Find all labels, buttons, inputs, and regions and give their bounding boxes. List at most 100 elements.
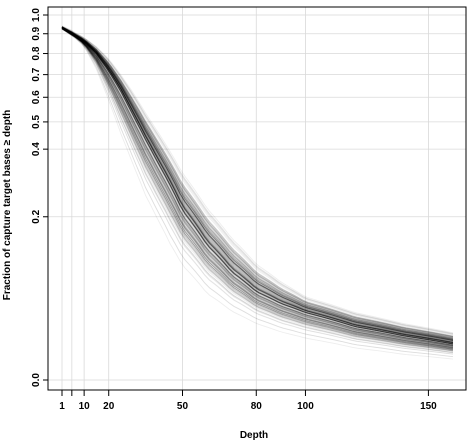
coverage-curve [61, 26, 454, 340]
coverage-curve [61, 27, 454, 342]
coverage-curve [61, 28, 454, 350]
coverage-curve [61, 26, 454, 339]
coverage-curve [61, 27, 454, 345]
coverage-curve [61, 28, 454, 352]
y-tick-label: 0.9 [31, 26, 42, 40]
coverage-curve [61, 28, 454, 343]
coverage-curve [61, 27, 454, 341]
coverage-curve [61, 28, 454, 348]
coverage-curve [61, 26, 454, 345]
coverage-curve [61, 28, 454, 346]
coverage-curve [61, 26, 454, 345]
coverage-curve [61, 28, 454, 341]
coverage-curve [61, 28, 454, 341]
coverage-curve [61, 27, 454, 340]
coverage-curve [61, 27, 454, 350]
coverage-curve [61, 28, 454, 343]
coverage-curve [61, 27, 454, 340]
coverage-curve [61, 28, 454, 349]
coverage-curve [61, 27, 454, 344]
coverage-curve [61, 27, 454, 345]
x-tick-label: 1 [59, 401, 65, 412]
coverage-curve [61, 27, 454, 351]
coverage-curve [61, 26, 454, 358]
coverage-curve [61, 27, 454, 340]
coverage-curve [61, 26, 454, 337]
coverage-curve [61, 28, 454, 347]
coverage-curve [61, 27, 454, 339]
coverage-curve [61, 27, 454, 341]
coverage-curve [61, 26, 454, 345]
y-tick-label: 0.8 [31, 46, 42, 60]
coverage-curve [61, 27, 454, 349]
coverage-curve [61, 26, 454, 344]
coverage-curve [61, 27, 454, 341]
coverage-curve [61, 27, 454, 343]
coverage-curve [61, 26, 454, 339]
coverage-curve [61, 28, 454, 348]
coverage-curve [61, 28, 454, 346]
coverage-curve [61, 26, 454, 344]
coverage-curve [61, 27, 454, 344]
coverage-curve [61, 27, 454, 338]
coverage-curve [61, 27, 454, 347]
coverage-curve [61, 26, 454, 343]
coverage-curve [61, 27, 454, 349]
coverage-curve [61, 27, 454, 355]
coverage-curve [61, 26, 454, 350]
coverage-curve [61, 27, 454, 343]
series-layer [61, 25, 454, 360]
coverage-curve [61, 26, 454, 341]
x-axis-title: Depth [240, 430, 268, 441]
x-tick-label: 80 [251, 401, 263, 412]
coverage-curve [61, 28, 454, 349]
coverage-curve [61, 26, 454, 340]
coverage-curve [61, 27, 454, 336]
coverage-curve [61, 27, 454, 350]
coverage-curve [61, 26, 454, 344]
coverage-curve [61, 26, 454, 344]
coverage-curve [61, 27, 454, 342]
coverage-curve [61, 26, 454, 345]
coverage-curve [61, 27, 454, 339]
y-tick-label: 0.0 [31, 373, 42, 387]
coverage-curve [61, 27, 454, 346]
coverage-curve [61, 26, 454, 342]
coverage-curve [61, 27, 454, 350]
x-tick-label: 10 [79, 401, 91, 412]
coverage-curve [61, 28, 454, 345]
coverage-curve [61, 27, 454, 350]
coverage-curve [61, 26, 454, 341]
coverage-curve [61, 27, 454, 343]
coverage-curve [61, 26, 454, 339]
coverage-curve [61, 26, 454, 342]
coverage-curve [61, 28, 454, 349]
y-tick-label: 0.5 [31, 115, 42, 129]
coverage-curve [61, 28, 454, 346]
coverage-curve [61, 26, 454, 340]
coverage-curve [61, 27, 454, 340]
coverage-curve [61, 27, 454, 344]
coverage-curve [61, 27, 454, 349]
coverage-curve [61, 28, 454, 343]
coverage-curve [61, 27, 454, 341]
coverage-curve [61, 26, 454, 340]
coverage-curve [61, 28, 454, 353]
coverage-curve [61, 27, 454, 348]
coverage-curve [61, 27, 454, 346]
coverage-curve [61, 28, 454, 344]
coverage-curve [61, 27, 454, 345]
coverage-curve [61, 27, 454, 346]
coverage-curve [61, 27, 454, 339]
coverage-curve [61, 26, 454, 334]
coverage-curve [61, 26, 454, 344]
plot-frame [47, 6, 467, 391]
coverage-curve [61, 27, 454, 344]
coverage-curve [61, 26, 454, 335]
coverage-curve [61, 27, 454, 345]
coverage-curve [61, 26, 454, 353]
coverage-curve [61, 26, 454, 345]
coverage-curve [61, 28, 454, 355]
coverage-curve [61, 26, 454, 342]
